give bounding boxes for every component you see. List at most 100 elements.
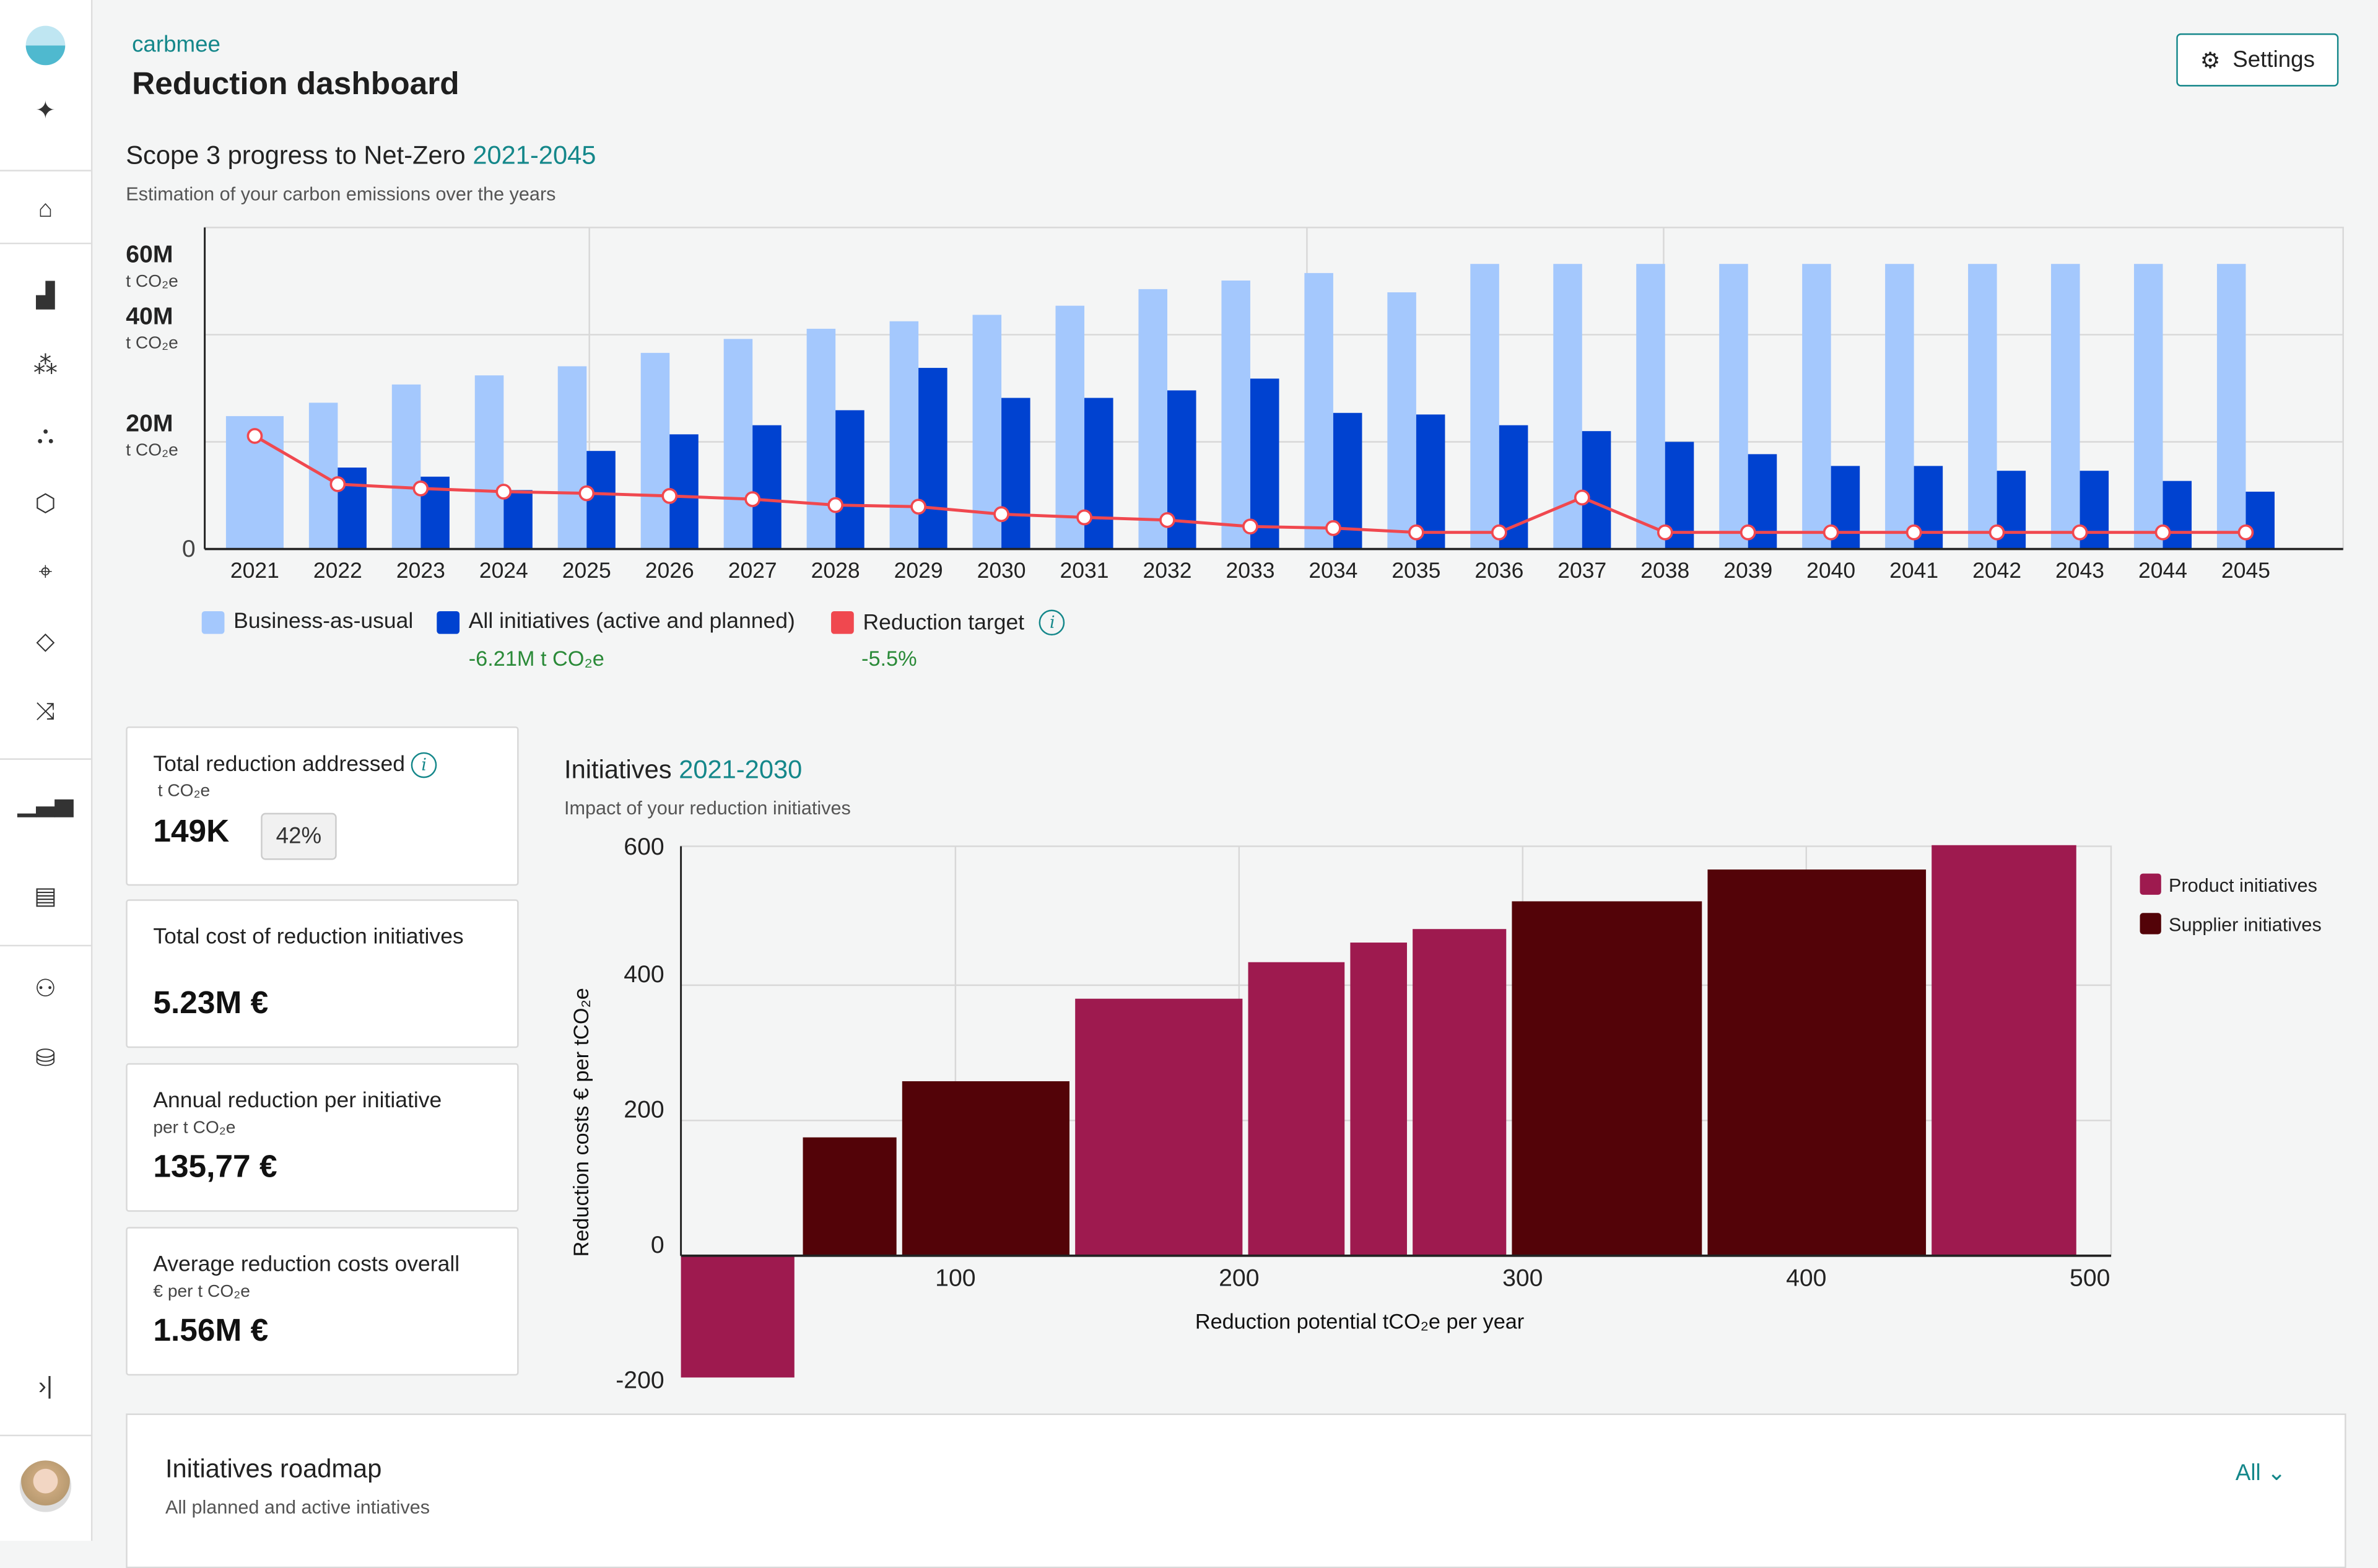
bar-chart-icon[interactable]: ▁▃▅ xyxy=(17,791,74,818)
target-point xyxy=(1159,512,1175,528)
initiatives-range[interactable]: 2021-2030 xyxy=(679,755,803,785)
bau-bar xyxy=(1802,264,1831,549)
target-point xyxy=(661,488,678,504)
x-tick-label: 2032 xyxy=(1143,558,1192,583)
bau-bar xyxy=(1138,289,1167,549)
info-icon[interactable]: i xyxy=(1039,609,1066,636)
scope-range[interactable]: 2021-2045 xyxy=(473,141,596,170)
scope-chart-subtitle: Estimation of your carbon emissions over… xyxy=(126,183,556,205)
settings-button[interactable]: ⚙ Settings xyxy=(2176,33,2339,87)
target-point xyxy=(495,484,512,500)
initiatives-bar xyxy=(1582,431,1611,549)
target-point xyxy=(329,476,346,492)
y-tick-label: 20M xyxy=(126,410,173,437)
target-point xyxy=(1491,524,1507,541)
kpi-card-total-cost: Total cost of reduction initiatives 5.23… xyxy=(126,899,519,1048)
bau-bar xyxy=(1968,264,1997,549)
bau-bar xyxy=(2051,264,2080,549)
target-point xyxy=(1988,524,2005,541)
x-axis-label: Reduction potential tCO₂e per year xyxy=(1195,1310,1524,1333)
legend-initiatives[interactable]: All initiatives (active and planned) xyxy=(437,609,795,634)
info-icon[interactable]: i xyxy=(411,752,437,778)
initiatives-bar xyxy=(2245,491,2275,549)
initiatives-delta: -6.21M t CO₂e xyxy=(468,646,604,671)
x-tick-label: 2035 xyxy=(1392,558,1440,583)
users-icon[interactable]: ⚇ xyxy=(34,977,57,1003)
location-pin-icon[interactable]: ⌖ xyxy=(38,559,53,586)
product-initiative-bar xyxy=(1350,943,1407,1256)
hierarchy-icon[interactable]: ⛬ xyxy=(37,423,54,449)
target-point xyxy=(1408,524,1424,541)
divider xyxy=(0,170,91,172)
x-tick-label: 2024 xyxy=(479,558,528,583)
package-icon[interactable]: ⬡ xyxy=(35,491,56,518)
divider xyxy=(0,758,91,760)
shuffle-icon[interactable]: ⤨ xyxy=(35,699,56,725)
bau-bar xyxy=(640,352,670,549)
x-tick-label: 2044 xyxy=(2138,558,2187,583)
initiatives-bar xyxy=(503,490,533,549)
roadmap-filter-dropdown[interactable]: All ⌄ xyxy=(2236,1459,2286,1486)
sidebar: ✦ ⌂ ▟ ⁂ ⛬ ⬡ ⌖ ◇ ⤨ ▁▃▅ ▤ ⚇ ⛁ ›| xyxy=(0,0,93,1541)
supplier-initiative-bar xyxy=(902,1081,1070,1256)
initiatives-title-text: Initiatives xyxy=(564,755,672,785)
y-tick-label: 0 xyxy=(651,1232,664,1258)
supplier-initiative-bar xyxy=(803,1137,897,1256)
initiatives-bar xyxy=(1001,398,1030,549)
x-tick-label: 2037 xyxy=(1557,558,1606,583)
x-tick-label: 2033 xyxy=(1226,558,1274,583)
sparkle-icon[interactable]: ✦ xyxy=(35,98,56,124)
legend-bau[interactable]: Business-as-usual xyxy=(201,609,413,634)
initiatives-chart-subtitle: Impact of your reduction initiatives xyxy=(564,798,851,819)
product-initiative-bar xyxy=(681,1255,795,1378)
cubes-icon[interactable]: ⁂ xyxy=(33,353,58,380)
carbmee-logo[interactable] xyxy=(25,25,66,66)
kpi-label-text: Total reduction addressed xyxy=(153,752,406,777)
legend-label: Supplier initiatives xyxy=(2169,915,2322,936)
x-tick-label: 2029 xyxy=(894,558,943,583)
kpi-card-average-costs: Average reduction costs overall € per t … xyxy=(126,1227,519,1376)
product-initiative-bar xyxy=(1932,845,2076,1256)
target-delta: -5.5% xyxy=(861,646,917,671)
legend-swatch xyxy=(2140,913,2161,934)
x-tick-label: 2028 xyxy=(811,558,860,583)
y-tick-label: 40M xyxy=(126,303,173,329)
y-tick-unit: t CO₂e xyxy=(126,333,178,352)
clipboard-icon[interactable]: ▤ xyxy=(33,884,57,910)
bau-bar xyxy=(1470,264,1499,549)
chevron-down-icon: ⌄ xyxy=(2267,1460,2286,1487)
bau-bar xyxy=(806,328,836,549)
legend-target[interactable]: Reduction target i xyxy=(831,609,1066,636)
initiatives-bar xyxy=(835,410,865,549)
home-icon[interactable]: ⌂ xyxy=(38,197,53,224)
kpi-unit: € per t CO₂e xyxy=(153,1283,250,1302)
layers-icon[interactable]: ◇ xyxy=(36,629,55,655)
kpi-unit: t CO₂e xyxy=(157,782,211,801)
avatar[interactable] xyxy=(19,1460,72,1512)
buildings-icon[interactable]: ▟ xyxy=(36,283,55,310)
product-initiative-bar xyxy=(1075,998,1243,1256)
bau-bar xyxy=(889,321,919,549)
target-point xyxy=(1657,524,1673,541)
kpi-card-total-reduction: Total reduction addressed i t CO₂e 149K 4… xyxy=(126,726,519,886)
kpi-value: 1.56M € xyxy=(153,1313,269,1349)
database-icon[interactable]: ⛁ xyxy=(35,1046,56,1073)
collapse-sidebar-icon[interactable]: ›| xyxy=(38,1374,53,1400)
y-tick-label: -200 xyxy=(616,1367,664,1393)
bau-bar xyxy=(391,384,421,549)
product-initiative-bar xyxy=(1413,929,1507,1256)
product-initiative-bar xyxy=(1248,962,1345,1256)
kpi-value: 135,77 € xyxy=(153,1149,277,1185)
x-tick-label: 2022 xyxy=(313,558,362,583)
target-point xyxy=(1905,524,1922,541)
roadmap-title: Initiatives roadmap xyxy=(165,1454,382,1484)
target-point xyxy=(1740,524,1756,541)
legend-label: Reduction target xyxy=(863,610,1025,635)
x-tick-label: 500 xyxy=(2070,1265,2110,1292)
legend-swatch xyxy=(201,610,225,634)
target-point xyxy=(2071,524,2088,541)
x-tick-label: 2023 xyxy=(396,558,445,583)
x-tick-label: 2045 xyxy=(2221,558,2270,583)
target-point xyxy=(1574,489,1590,506)
